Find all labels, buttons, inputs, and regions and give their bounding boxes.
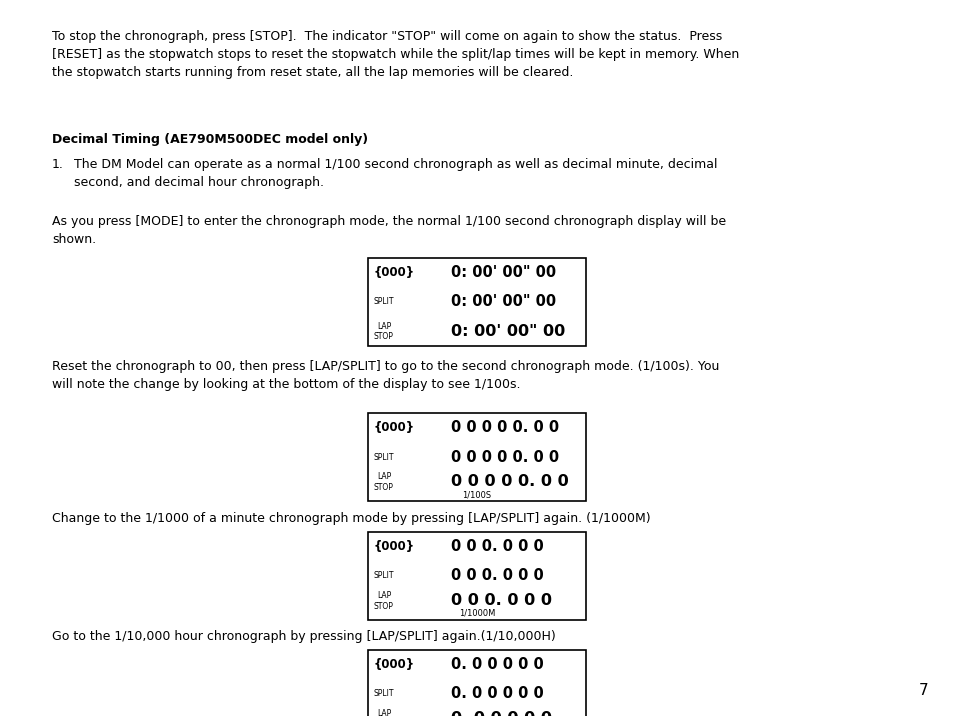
Bar [368,413,585,501]
Text: 0: 00' 00" 00: 0: 00' 00" 00 [451,294,556,309]
Text: SPLIT: SPLIT [374,690,395,699]
Text: 0 0 0. 0 0 0: 0 0 0. 0 0 0 [451,594,551,609]
Text: 0 0 0 0 0. 0 0: 0 0 0 0 0. 0 0 [451,475,568,490]
Text: SPLIT: SPLIT [374,571,395,581]
Text: 1/1000M: 1/1000M [458,609,495,618]
Text: 1/100S: 1/100S [462,490,491,499]
Text: Reset the chronograph to 00, then press [LAP/SPLIT] to go to the second chronogr: Reset the chronograph to 00, then press … [52,360,719,391]
Text: 7: 7 [918,683,927,698]
Bar [368,258,585,346]
Text: 0. 0 0 0 0 0: 0. 0 0 0 0 0 [451,687,543,702]
Text: {000}: {000} [374,540,415,553]
Text: The DM Model can operate as a normal 1/100 second chronograph as well as decimal: The DM Model can operate as a normal 1/1… [74,158,717,189]
Text: 0 0 0 0 0. 0 0: 0 0 0 0 0. 0 0 [451,420,558,435]
Bar [368,532,585,620]
Text: 0 0 0. 0 0 0: 0 0 0. 0 0 0 [451,539,543,554]
Text: Change to the 1/1000 of a minute chronograph mode by pressing [LAP/SPLIT] again.: Change to the 1/1000 of a minute chronog… [52,512,650,525]
Text: 0. 0 0 0 0 0: 0. 0 0 0 0 0 [451,657,543,672]
Text: 1.: 1. [52,158,64,171]
Text: As you press [MODE] to enter the chronograph mode, the normal 1/100 second chron: As you press [MODE] to enter the chronog… [52,215,725,246]
Text: Decimal Timing (AE790M500DEC model only): Decimal Timing (AE790M500DEC model only) [52,133,368,146]
Text: SPLIT: SPLIT [374,453,395,462]
Text: {000}: {000} [374,421,415,434]
Text: 0: 00' 00" 00: 0: 00' 00" 00 [451,324,564,339]
Text: 0: 00' 00" 00: 0: 00' 00" 00 [451,265,556,280]
Text: LAP
STOP: LAP STOP [374,591,394,611]
Text: 0. 0 0 0 0 0: 0. 0 0 0 0 0 [451,712,551,716]
Text: LAP
STOP: LAP STOP [374,710,394,716]
Text: 0 0 0. 0 0 0: 0 0 0. 0 0 0 [451,569,543,584]
Bar [368,650,585,716]
Text: {000}: {000} [374,266,415,279]
Text: {000}: {000} [374,658,415,671]
Text: Go to the 1/10,000 hour chronograph by pressing [LAP/SPLIT] again.(1/10,000H): Go to the 1/10,000 hour chronograph by p… [52,630,556,643]
Text: SPLIT: SPLIT [374,298,395,306]
Text: To stop the chronograph, press [STOP].  The indicator "STOP" will come on again : To stop the chronograph, press [STOP]. T… [52,30,739,79]
Text: LAP
STOP: LAP STOP [374,473,394,492]
Text: LAP
STOP: LAP STOP [374,321,394,341]
Text: 0 0 0 0 0. 0 0: 0 0 0 0 0. 0 0 [451,450,558,465]
